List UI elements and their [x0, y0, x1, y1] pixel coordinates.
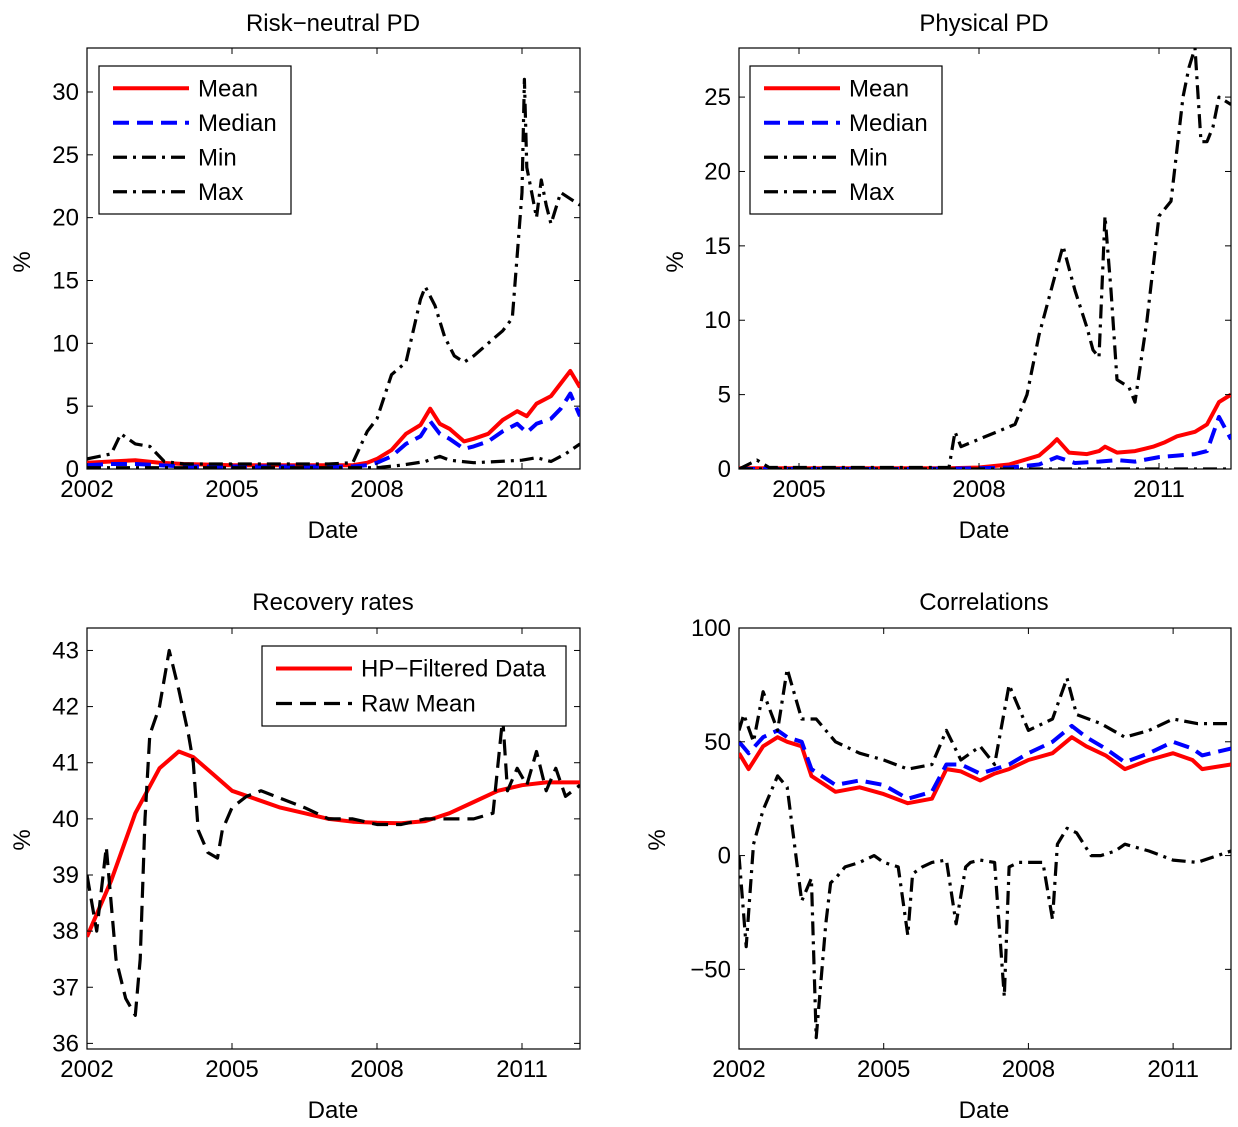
axes-frame — [738, 627, 1232, 1050]
y-axis-label: % — [662, 251, 689, 272]
legend-label: Min — [849, 144, 888, 171]
series-line-2 — [739, 667, 1231, 771]
x-tick-label: 2008 — [952, 476, 1005, 503]
series-group — [739, 667, 1231, 1040]
series-line-max — [739, 48, 1231, 469]
x-tick-label: 2005 — [857, 1056, 910, 1083]
plot-area: 2002 2005 2008 2011 0 5 10 15 20 25 30 Mean Median Mi… — [52, 47, 581, 503]
legend: Mean Median Min Max — [98, 65, 292, 215]
y-tick-label: 0 — [66, 456, 79, 483]
y-tick-label: 20 — [52, 205, 79, 232]
series-line-raw-mean — [87, 648, 580, 1017]
x-tick-label: 2005 — [205, 476, 258, 503]
series-line-median — [739, 414, 1231, 469]
panel-physical-pd: Physical PD Date % 2005 2008 2011051015202… — [662, 10, 1232, 544]
series-line-median — [87, 391, 580, 469]
series-line-0 — [739, 735, 1231, 806]
series-line-max — [87, 77, 580, 466]
series-line-3 — [739, 774, 1231, 1040]
y-tick-label: 38 — [52, 918, 79, 945]
y-axis-label: % — [9, 829, 36, 850]
legend-label: Median — [849, 110, 928, 137]
x-tick-label: 2005 — [205, 1056, 258, 1083]
legend-box — [98, 65, 292, 215]
legend-label: Mean — [198, 75, 258, 102]
legend-label: Max — [849, 179, 894, 206]
x-tick-label: 2008 — [350, 1056, 403, 1083]
axes-frame — [86, 47, 581, 470]
chart-title: Recovery rates — [252, 589, 413, 616]
chart-title: Correlations — [919, 589, 1048, 616]
y-tick-label: 25 — [52, 142, 79, 169]
x-tick-label: 2008 — [1002, 1056, 1055, 1083]
series-group — [87, 648, 580, 1017]
x-tick-label: 2011 — [496, 1056, 548, 1083]
series-line-hp-filtered-data — [87, 749, 580, 938]
plot-area: 2002 2005 2008 2011 −50 0 50 100 — [690, 615, 1232, 1083]
legend-box — [749, 65, 943, 215]
y-tick-label: 20 — [704, 158, 731, 185]
axes-frame — [86, 627, 581, 1050]
x-tick-label: 2011 — [1147, 1056, 1199, 1083]
x-tick-label: 2008 — [350, 476, 403, 503]
y-tick-label: 0 — [718, 843, 731, 870]
legend: Mean Median Min Max — [749, 65, 943, 215]
legend: HP−Filtered Data Raw Mean — [261, 645, 567, 727]
x-tick-label: 2011 — [1133, 476, 1185, 503]
y-tick-label: 36 — [52, 1030, 79, 1057]
legend-label: Raw Mean — [361, 691, 476, 718]
series-group — [739, 48, 1231, 469]
panel-recovery-rates: Recovery rates Date % 2002 2005 2008 2011 36… — [9, 589, 581, 1124]
y-tick-label: 15 — [704, 233, 731, 260]
legend-label: Max — [198, 179, 243, 206]
x-axis-label: Date — [308, 1097, 359, 1124]
series-line-1 — [739, 723, 1231, 801]
y-tick-label: 5 — [718, 382, 731, 409]
x-axis-label: Date — [959, 517, 1010, 544]
y-tick-label: 30 — [52, 79, 79, 106]
x-axis-label: Date — [959, 1097, 1010, 1124]
legend-label: Median — [198, 110, 277, 137]
y-tick-label: 25 — [704, 84, 731, 111]
y-tick-label: 43 — [52, 637, 79, 664]
y-tick-label: 41 — [52, 750, 79, 777]
y-axis-label: % — [644, 829, 671, 850]
legend-box — [261, 645, 567, 727]
y-tick-label: 15 — [52, 267, 79, 294]
x-tick-label: 2002 — [60, 476, 113, 503]
legend-label: Min — [198, 144, 237, 171]
panel-risk-neutral-pd: Risk−neutral PD Date % 2002 2005 2008 2011 0… — [9, 10, 581, 544]
y-tick-label: 0 — [718, 456, 731, 483]
legend-label: Mean — [849, 75, 909, 102]
x-tick-label: 2011 — [496, 476, 548, 503]
y-tick-label: 42 — [52, 694, 79, 721]
x-tick-label: 2002 — [60, 1056, 113, 1083]
y-tick-label: 39 — [52, 862, 79, 889]
x-tick-label: 2002 — [712, 1056, 765, 1083]
y-tick-label: 10 — [704, 307, 731, 334]
chart-title: Risk−neutral PD — [246, 10, 420, 37]
legend-label: HP−Filtered Data — [361, 656, 546, 683]
plot-area: 2005 2008 2011 0 5 10 15 20 25 Mean Median Min Max — [704, 47, 1232, 503]
y-tick-label: 50 — [704, 729, 731, 756]
y-tick-label: 100 — [691, 615, 731, 642]
y-tick-label: 10 — [52, 330, 79, 357]
chart-title: Physical PD — [919, 10, 1048, 37]
plot-area: 2002 2005 2008 2011 36 37 38 39 40 41 42 43 HP−Filte… — [52, 627, 581, 1083]
x-axis-label: Date — [308, 517, 359, 544]
y-tick-label: 40 — [52, 806, 79, 833]
y-tick-label: −50 — [690, 956, 731, 983]
series-line-mean — [87, 369, 580, 468]
y-tick-label: 5 — [66, 393, 79, 420]
y-axis-label: % — [9, 251, 36, 272]
y-tick-label: 37 — [52, 974, 79, 1001]
x-tick-label: 2005 — [772, 476, 825, 503]
panel-correlations: Correlations Date % 2002 2005 2008 2011 −50 0… — [644, 589, 1232, 1124]
